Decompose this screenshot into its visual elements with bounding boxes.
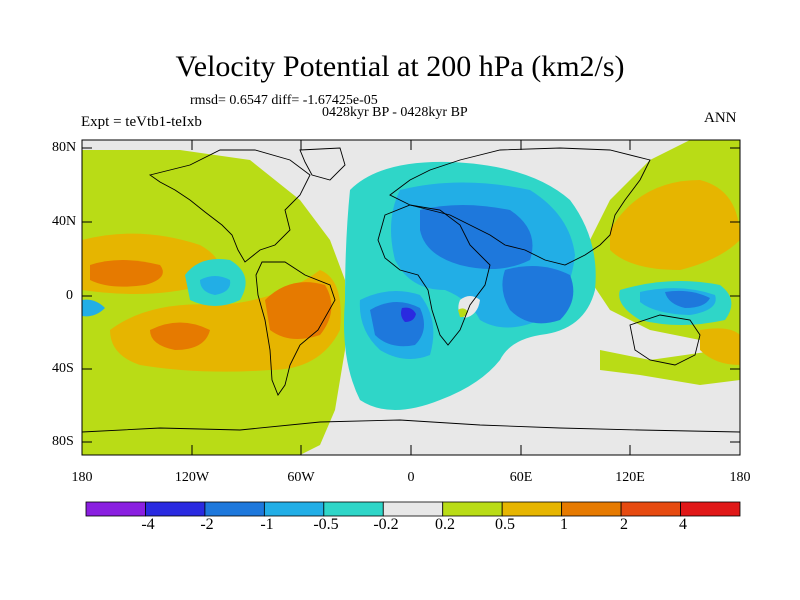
colorbar-swatch <box>561 501 622 517</box>
colorbar-label: -2 <box>200 516 214 533</box>
lat-tick-label: 40S <box>52 361 74 376</box>
lat-tick-label: 80S <box>52 434 74 449</box>
colorbar-swatch <box>263 501 325 517</box>
antarctica-coast <box>82 419 740 433</box>
africa-coast <box>377 204 491 346</box>
australia-coast <box>629 314 701 366</box>
lon-tick-label: 60W <box>287 470 315 485</box>
lat-tick-label: 80N <box>52 140 77 155</box>
season-label: ANN <box>704 110 737 126</box>
period-subtitle: 0428kyr BP - 0428kyr BP <box>322 105 468 120</box>
lon-tick-label: 120W <box>174 470 210 485</box>
axis-ticks <box>82 140 740 455</box>
eurasia-negative-strong <box>420 205 533 269</box>
maritime-negative-strong <box>665 290 710 308</box>
experiment-label: Expt = teVtb1-teIxb <box>81 114 202 130</box>
south-america-coast <box>255 261 336 396</box>
pacific-darkorange-southwest <box>150 322 210 350</box>
southeast-orange <box>700 328 740 365</box>
west-edge-negative <box>82 299 105 317</box>
colorbar-swatch <box>323 501 384 517</box>
colorbar-label: -1 <box>260 516 274 533</box>
madagascar-positive-spot <box>458 308 468 318</box>
lon-tick-label: 120E <box>615 470 645 485</box>
greenland-coast <box>299 147 346 181</box>
contour-field <box>82 140 740 455</box>
colorbar-swatch <box>501 501 563 517</box>
lat-tick-label: 0 <box>66 288 73 303</box>
eurasia-coast <box>389 147 651 266</box>
colorbar-swatch <box>442 501 503 517</box>
lat-tick-label: 40N <box>52 214 77 229</box>
colorbar-label: -0.5 <box>313 516 339 533</box>
lon-tick-label: 60E <box>509 470 533 485</box>
colorbar-swatch <box>85 501 146 517</box>
colorbar-swatch <box>204 501 265 517</box>
southamerica-darkorange <box>265 282 332 339</box>
colorbar-label: 2 <box>620 516 628 533</box>
pacific-darkorange-north <box>90 260 163 287</box>
colorbar-swatch <box>620 501 681 517</box>
figure-title: Velocity Potential at 200 hPa (km2/s) <box>175 50 625 83</box>
colorbar-swatch <box>145 501 206 517</box>
indian-ocean-negative-strong <box>502 266 574 324</box>
colorbar-swatch <box>680 501 741 517</box>
atlantic-negative-max <box>401 307 416 322</box>
lon-tick-label: 180 <box>71 470 93 485</box>
south-positive-band <box>600 350 740 385</box>
colorbar <box>85 501 741 517</box>
lon-tick-label: 180 <box>729 470 751 485</box>
coastlines <box>82 147 740 433</box>
westpacific-orange <box>610 180 740 270</box>
colorbar-label: -0.2 <box>373 516 399 533</box>
north-america-coast <box>148 149 311 263</box>
central-pacific-negative-core <box>200 276 231 295</box>
colorbar-label: 0.5 <box>495 516 515 533</box>
rmsd-subtitle: rmsd= 0.6547 diff= -1.67425e-05 <box>190 93 378 108</box>
colorbar-swatch <box>382 501 444 517</box>
lon-tick-label: 0 <box>407 470 415 485</box>
colorbar-label: 1 <box>560 516 568 533</box>
colorbar-label: -4 <box>141 516 155 533</box>
colorbar-label: 0.2 <box>435 516 455 533</box>
colorbar-label: 4 <box>679 516 687 533</box>
